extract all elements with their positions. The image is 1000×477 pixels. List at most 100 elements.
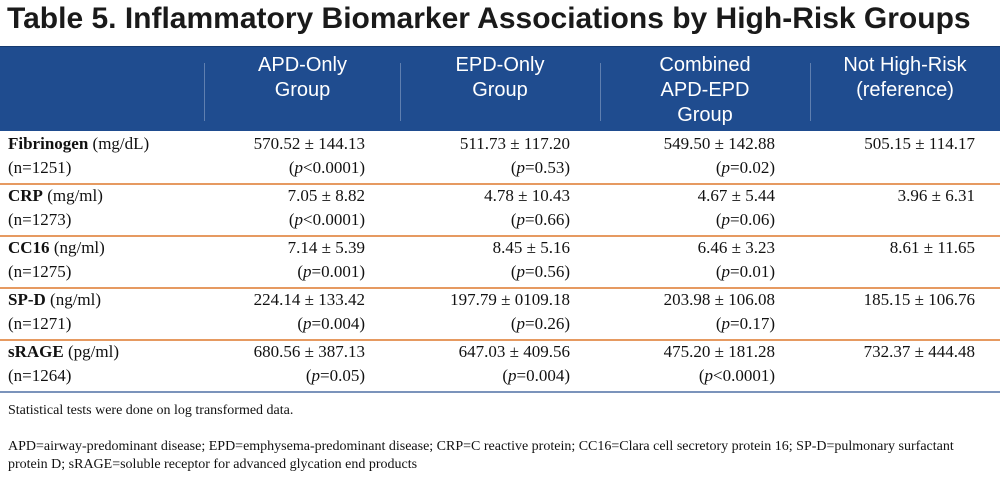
p-value-text: =0.02 [729, 158, 770, 177]
p-value: (p<0.0001) [288, 210, 365, 229]
table-title: Table 5. Inflammatory Biomarker Associat… [7, 2, 971, 35]
p-value: (p=0.53) [510, 158, 570, 177]
value-cell: 732.37 ± 444.48 [863, 342, 975, 361]
biomarker-label: sRAGE (pg/ml) [8, 342, 119, 362]
p-symbol: p [311, 366, 320, 385]
table-row: CC16 (ng/ml) (n=1275) 7.14 ± 5.39 (p=0.001)… [0, 235, 1000, 289]
sample-size: (n=1273) [8, 210, 72, 229]
p-value-text: =0.26 [524, 314, 565, 333]
p-value: (p=0.004) [502, 366, 570, 385]
value-cell: 570.52 ± 144.13 [253, 134, 365, 153]
p-value-text: =0.17 [729, 314, 770, 333]
p-symbol: p [704, 366, 713, 385]
p-symbol: p [294, 210, 303, 229]
biomarker-name: SP-D [8, 290, 46, 309]
value-cell: 6.46 ± 3.23 [697, 238, 775, 257]
value-cell: 8.61 ± 11.65 [889, 238, 975, 257]
p-value-text: =0.53 [524, 158, 565, 177]
p-value: (p=0.05) [305, 366, 365, 385]
table-header: APD-Only Group EPD-Only Group Combined A… [0, 46, 1000, 131]
sample-size: (n=1264) [8, 366, 72, 385]
biomarker-unit: (mg/ml) [42, 186, 103, 205]
p-value: (p=0.06) [715, 210, 775, 229]
biomarker-label: CC16 (ng/ml) [8, 238, 105, 258]
biomarker-name: Fibrinogen [8, 134, 89, 153]
column-header-reference: Not High-Risk (reference) [843, 54, 967, 101]
p-value-text: =0.01 [729, 262, 770, 281]
header-divider [204, 63, 205, 121]
sample-size: (n=1271) [8, 314, 72, 333]
table-row: CRP (mg/ml) (n=1273) 7.05 ± 8.82 (p<0.0001)… [0, 183, 1000, 237]
p-value: (p<0.0001) [698, 366, 775, 385]
p-value: (p=0.02) [715, 158, 775, 177]
sample-size: (n=1251) [8, 158, 72, 177]
header-divider [400, 63, 401, 121]
p-value: (p=0.01) [715, 262, 775, 281]
p-value-text: =0.66 [524, 210, 565, 229]
p-value: (p=0.17) [715, 314, 775, 333]
p-symbol: p [507, 366, 517, 385]
p-symbol: p [516, 314, 525, 333]
p-value-text: =0.05 [319, 366, 360, 385]
biomarker-unit: (ng/ml) [45, 290, 102, 309]
note-statistics: Statistical tests were done on log trans… [8, 403, 294, 418]
column-header-apd: APD-Only Group [258, 54, 347, 101]
value-cell: 7.05 ± 8.82 [287, 186, 365, 205]
value-cell: 549.50 ± 142.88 [663, 134, 775, 153]
value-cell: 224.14 ± 133.42 [253, 290, 365, 309]
value-cell: 4.67 ± 5.44 [697, 186, 775, 205]
value-cell: 647.03 ± 409.56 [458, 342, 570, 361]
table-row: SP-D (ng/ml) (n=1271) 224.14 ± 133.42 (p=0.… [0, 287, 1000, 341]
table-row: Fibrinogen (mg/dL) (n=1251) 570.52 ± 144.1… [0, 131, 1000, 185]
p-symbol: p [302, 314, 312, 333]
sample-size: (n=1275) [8, 262, 72, 281]
biomarker-unit: (pg/ml) [63, 342, 119, 361]
biomarker-name: CRP [8, 186, 43, 205]
p-value-text: <0.0001 [302, 158, 360, 177]
p-value: (p=0.66) [510, 210, 570, 229]
value-cell: 185.15 ± 106.76 [863, 290, 975, 309]
p-symbol: p [516, 262, 525, 281]
p-symbol: p [516, 210, 525, 229]
biomarker-label: CRP (mg/ml) [8, 186, 103, 206]
biomarker-label: Fibrinogen (mg/dL) [8, 134, 149, 154]
p-value-text: =0.06 [729, 210, 770, 229]
biomarker-name: sRAGE [8, 342, 64, 361]
p-value-text: =0.56 [524, 262, 565, 281]
p-value-text: <0.0001 [302, 210, 360, 229]
p-symbol: p [721, 262, 730, 281]
biomarker-name: CC16 [8, 238, 50, 257]
p-symbol: p [721, 314, 730, 333]
p-symbol: p [721, 158, 730, 177]
table-row: sRAGE (pg/ml) (n=1264) 680.56 ± 387.13 (p=0… [0, 339, 1000, 393]
p-value-text: <0.0001 [712, 366, 770, 385]
p-value: (p=0.004) [297, 314, 365, 333]
header-divider [810, 63, 811, 121]
p-value-text: =0.004 [311, 314, 360, 333]
p-symbol: p [294, 158, 303, 177]
header-divider [600, 63, 601, 121]
value-cell: 511.73 ± 117.20 [459, 134, 570, 153]
biomarker-unit: (ng/ml) [49, 238, 105, 257]
p-value: (p=0.26) [510, 314, 570, 333]
value-cell: 3.96 ± 6.31 [897, 186, 975, 205]
column-header-epd: EPD-Only Group [455, 54, 545, 101]
p-value: (p=0.001) [297, 262, 365, 281]
value-cell: 8.45 ± 5.16 [492, 238, 570, 257]
p-symbol: p [721, 210, 730, 229]
p-symbol: p [516, 158, 525, 177]
p-value: (p<0.0001) [288, 158, 365, 177]
value-cell: 505.15 ± 114.17 [864, 134, 975, 153]
p-value: (p=0.56) [510, 262, 570, 281]
value-cell: 680.56 ± 387.13 [253, 342, 365, 361]
biomarker-label: SP-D (ng/ml) [8, 290, 101, 310]
value-cell: 203.98 ± 106.08 [663, 290, 775, 309]
value-cell: 475.20 ± 181.28 [663, 342, 775, 361]
p-value-text: =0.004 [516, 366, 565, 385]
value-cell: 7.14 ± 5.39 [287, 238, 365, 257]
note-abbreviations: APD=airway-predominant disease; EPD=emph… [8, 439, 954, 472]
value-cell: 4.78 ± 10.43 [484, 186, 570, 205]
p-value-text: =0.001 [311, 262, 360, 281]
p-symbol: p [302, 262, 312, 281]
value-cell: 197.79 ± 0109.18 [450, 290, 570, 309]
